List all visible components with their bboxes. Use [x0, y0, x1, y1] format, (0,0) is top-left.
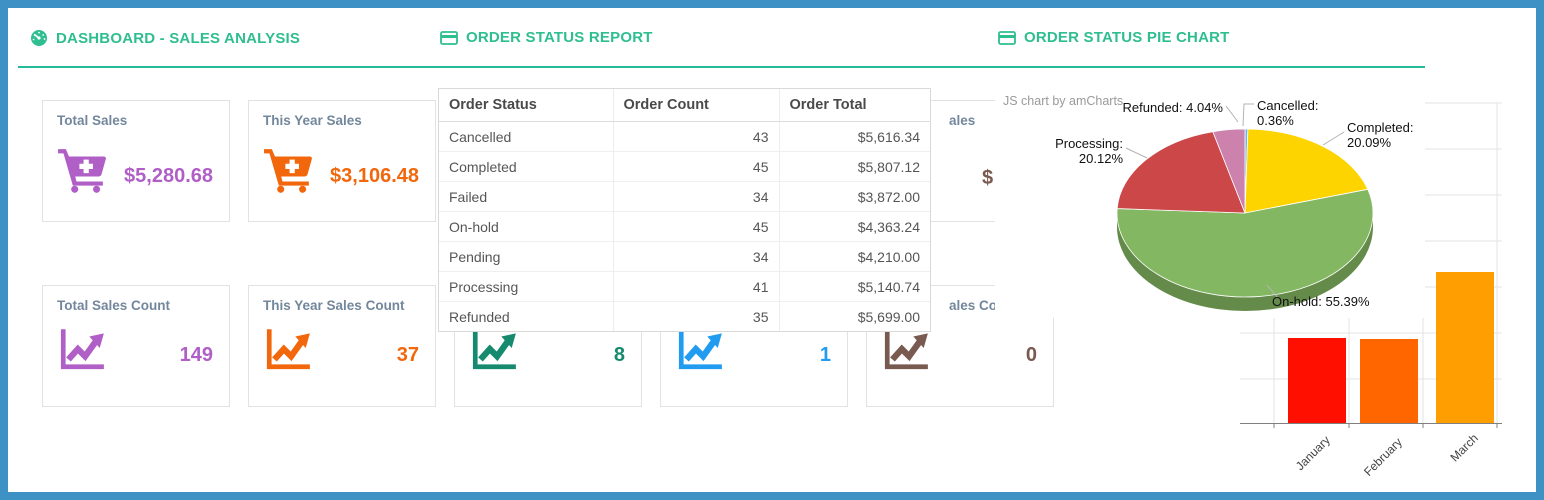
- card-this-year-sales: This Year Sales $3,106.48: [248, 100, 436, 222]
- card-title: Total Sales Count: [57, 298, 171, 313]
- order-status-report-header: ORDER STATUS REPORT: [440, 29, 653, 46]
- pie-label-processing: Processing: 20.12%: [1023, 136, 1123, 166]
- cell-total: $5,699.00: [779, 301, 930, 331]
- table-row: Failed 34 $3,872.00: [439, 181, 930, 212]
- pie-chart: [1116, 103, 1374, 311]
- cart-plus-icon: [263, 147, 313, 193]
- order-status-table-panel: Order Status Order Count Order Total Can…: [438, 88, 931, 332]
- pie-label-cancelled: Cancelled: 0.36%: [1257, 98, 1318, 128]
- table-row: Completed 45 $5,807.12: [439, 151, 930, 182]
- table-row: Pending 34 $4,210.00: [439, 241, 930, 272]
- line-chart-icon: [881, 324, 931, 372]
- cell-count: 45: [613, 151, 780, 182]
- pie-label-line: 0.36%: [1257, 113, 1294, 128]
- card-this-year-sales-count: This Year Sales Count 37: [248, 285, 436, 407]
- sales-analysis-header: DASHBOARD - SALES ANALYSIS: [30, 29, 300, 47]
- cell-total: $4,210.00: [779, 241, 930, 272]
- cell-status: Processing: [439, 271, 614, 302]
- pie-label-onhold: On-hold: 55.39%: [1272, 294, 1370, 309]
- order-status-report-title: ORDER STATUS REPORT: [466, 29, 653, 46]
- pie-label-completed: Completed: 20.09%: [1347, 120, 1413, 150]
- tachometer-icon: [30, 29, 48, 47]
- cell-total: $4,363.24: [779, 211, 930, 242]
- col-order-status: Order Status: [439, 89, 614, 122]
- card-value: 149: [179, 344, 213, 366]
- card-value: $3,106.48: [330, 165, 419, 187]
- card-value: 8: [613, 344, 625, 366]
- line-chart-icon: [675, 324, 725, 372]
- col-order-total: Order Total: [779, 89, 930, 122]
- cell-count: 35: [613, 301, 780, 331]
- cell-count: 34: [613, 181, 780, 212]
- card-title: This Year Sales Count: [263, 298, 405, 313]
- card-title: Total Sales: [57, 113, 128, 128]
- card-value: 37: [396, 344, 419, 366]
- cell-total: $5,616.34: [857, 128, 920, 145]
- cell-status: Completed: [439, 151, 614, 182]
- line-chart-icon: [469, 324, 519, 372]
- card-title: This Year Sales: [263, 113, 362, 128]
- bar-january: [1288, 338, 1346, 423]
- cell-status: On-hold: [439, 211, 614, 242]
- amcharts-credit-link[interactable]: JS chart by amCharts: [1003, 94, 1124, 108]
- sales-analysis-title: DASHBOARD - SALES ANALYSIS: [56, 29, 301, 47]
- header-divider: [18, 66, 1425, 68]
- cell-status: Failed: [439, 181, 614, 212]
- bar-february: [1360, 339, 1418, 423]
- pie-label-line: 20.12%: [1078, 151, 1123, 166]
- cell-count: 43: [613, 121, 780, 152]
- table-header-row: Order Status Order Count Order Total: [439, 89, 930, 122]
- cell-status: Refunded: [439, 301, 614, 331]
- order-status-table: Order Status Order Count Order Total Can…: [439, 89, 930, 331]
- order-status-pie-header: ORDER STATUS PIE CHART: [998, 29, 1230, 46]
- line-chart-icon: [263, 324, 313, 372]
- card-value: $5,280.68: [124, 165, 213, 187]
- card-total-sales: Total Sales $5,280.68: [42, 100, 230, 222]
- table-row: Processing 41 $5,140.74: [439, 271, 930, 302]
- leader-line-processing: [1125, 147, 1148, 159]
- order-status-pie-panel: JS chart by amCharts Refunded: 4.04% Can…: [995, 88, 1425, 318]
- leader-line-completed: [1322, 131, 1345, 146]
- card-value: 0: [1025, 344, 1037, 366]
- cell-count: 34: [613, 241, 780, 272]
- card-value: 1: [819, 344, 831, 366]
- credit-card-icon: [998, 30, 1016, 46]
- order-status-pie-title: ORDER STATUS PIE CHART: [1024, 29, 1230, 46]
- line-chart-icon: [57, 324, 107, 372]
- pie-label-line: Processing:: [1055, 136, 1123, 151]
- cell-total: $5,807.12: [779, 151, 930, 182]
- table-row: Refunded 35 $5,699.00: [439, 301, 930, 331]
- pie-label-line: Cancelled:: [1257, 98, 1319, 113]
- table-row: Cancelled 43 $5,616.34: [439, 121, 930, 152]
- cell-status: Pending: [439, 241, 614, 272]
- table-row: On-hold 45 $4,363.24: [439, 211, 930, 242]
- pie-label-refunded: Refunded: 4.04%: [1122, 100, 1223, 115]
- cell-count: 41: [613, 271, 780, 302]
- pie-label-line: Completed:: [1347, 120, 1414, 135]
- bar-march: [1436, 272, 1494, 423]
- leader-line-onhold: [1266, 284, 1279, 299]
- cell-total: $5,140.74: [779, 271, 930, 302]
- card-total-sales-count: Total Sales Count 149: [42, 285, 230, 407]
- col-order-count: Order Count: [613, 89, 780, 122]
- cell-count: 45: [613, 211, 780, 242]
- pie-label-line: 20.09%: [1347, 135, 1392, 150]
- cell-status: Cancelled: [439, 121, 614, 152]
- cart-plus-icon: [57, 147, 107, 193]
- credit-card-icon: [440, 30, 458, 46]
- card-title-fragment: ales Co: [949, 298, 998, 313]
- leader-line-cancelled: [1242, 103, 1254, 127]
- cell-total: $3,872.00: [779, 181, 930, 212]
- card-title-fragment: ales: [949, 113, 976, 128]
- leader-line-refunded: [1225, 105, 1239, 123]
- card-value-fragment: $: [982, 167, 994, 189]
